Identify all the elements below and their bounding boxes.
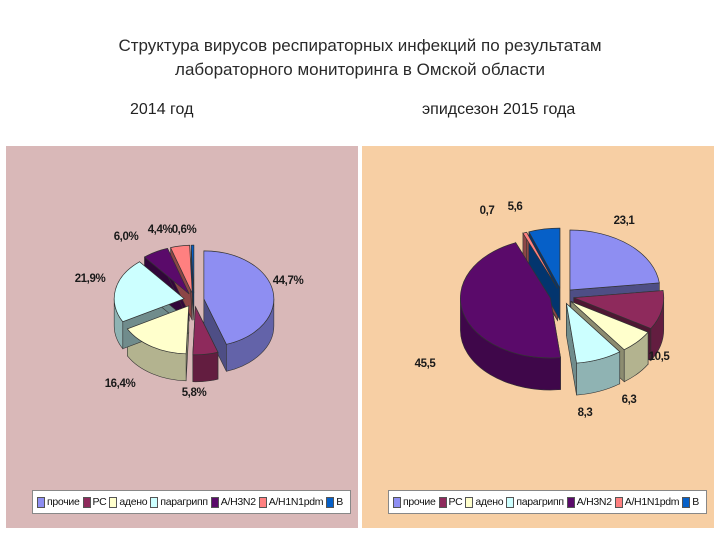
slice-адено <box>126 305 190 355</box>
data-label-прочие: 23,1 <box>614 215 636 227</box>
chart-title-2014: 2014 год <box>130 101 194 118</box>
slice-рс <box>192 305 219 356</box>
legend-swatch <box>258 496 267 508</box>
data-label-а-h1n1pdm: 0,7 <box>480 205 495 217</box>
legend-item-прочие: прочие <box>393 496 436 508</box>
legend-swatch <box>614 496 623 508</box>
legend-item-а-h1n1pdm: А/H1N1pdm <box>258 496 324 508</box>
slice-side-рс <box>192 351 219 383</box>
legend-2015: прочие РС адено парагрипп А/H3N2 А/H1N1pdm В <box>388 490 707 514</box>
slice-прочие <box>203 250 275 345</box>
pie-chart-2015: 23,1 10,5 6,3 8,3 45,5 0,7 5,6 <box>415 201 671 419</box>
legend-2014: прочие РС адено парагрипп А/H3N2 А/H1N1pdm В <box>32 490 351 514</box>
legend-swatch <box>506 496 515 508</box>
legend-swatch <box>465 496 474 508</box>
legend-label: прочие <box>47 496 80 508</box>
legend-label: А/H3N2 <box>576 496 612 508</box>
chart-title-2015: эпидсезон 2015 года <box>422 101 576 118</box>
slice-а-h1n1pdm <box>170 244 193 294</box>
legend-item-а-h3n2: А/H3N2 <box>210 496 256 508</box>
slice-в <box>190 244 195 294</box>
data-label-адено: 6,3 <box>622 394 637 406</box>
slice-рс <box>573 290 665 329</box>
slice-а-h3n2 <box>143 247 190 295</box>
data-label-в: 5,6 <box>508 201 523 213</box>
slice-парагрипп <box>565 302 621 364</box>
legend-label: А/H1N1pdm <box>624 496 680 508</box>
slice-а-h1n1pdm <box>522 231 558 289</box>
legend-item-рс: РС <box>438 496 463 508</box>
chart-panel-2015: 23,1 10,5 6,3 8,3 45,5 0,7 5,6 прочие РС адено па… <box>362 146 714 528</box>
legend-item-а-h3n2: А/H3N2 <box>566 496 612 508</box>
legend-swatch <box>109 496 118 508</box>
legend-label: РС <box>92 496 107 508</box>
legend-swatch <box>326 496 335 508</box>
legend-label: В <box>692 496 699 508</box>
legend-label: А/H3N2 <box>220 496 256 508</box>
legend-item-рс: РС <box>82 496 107 508</box>
data-label-а-h3n2: 45,5 <box>415 358 437 370</box>
data-label-рс: 5,8% <box>182 387 207 399</box>
legend-item-парагрипп: парагрипп <box>150 496 208 508</box>
legend-swatch <box>82 496 91 508</box>
data-label-парагрипп: 21,9% <box>75 273 106 285</box>
legend-item-адено: адено <box>465 496 504 508</box>
legend-label: А/H1N1pdm <box>268 496 324 508</box>
data-label-а-h3n2: 6,0% <box>114 231 139 243</box>
pie-chart-2014: 44,7% 5,8% 16,4% 21,9% 6,0% 4,4% 0,6% <box>75 224 304 399</box>
legend-swatch <box>150 496 159 508</box>
legend-swatch <box>438 496 447 508</box>
legend-item-в: В <box>326 496 343 508</box>
legend-item-а-h1n1pdm: А/H1N1pdm <box>614 496 680 508</box>
slice-прочие <box>569 229 660 291</box>
legend-item-адено: адено <box>109 496 148 508</box>
legend-swatch <box>393 496 401 508</box>
legend-swatch <box>682 496 691 508</box>
legend-label: РС <box>448 496 463 508</box>
data-label-а-h1n1pdm: 4,4% <box>148 224 173 236</box>
data-label-парагрипп: 8,3 <box>578 407 593 419</box>
legend-item-прочие: прочие <box>37 496 80 508</box>
chart-panel-2014: 44,7% 5,8% 16,4% 21,9% 6,0% 4,4% 0,6% прочие РС… <box>6 146 358 528</box>
data-label-прочие: 44,7% <box>273 275 304 287</box>
legend-swatch <box>566 496 575 508</box>
slice-а-h3n2 <box>460 242 561 359</box>
legend-swatch <box>37 496 45 508</box>
title-line-1: Структура вирусов респираторных инфекций… <box>118 36 602 55</box>
legend-label: В <box>336 496 343 508</box>
slide-title: Структура вирусов респираторных инфекций… <box>0 34 720 82</box>
data-label-адено: 16,4% <box>105 378 136 390</box>
legend-item-парагрипп: парагрипп <box>506 496 564 508</box>
legend-label: прочие <box>403 496 436 508</box>
legend-item-в: В <box>682 496 699 508</box>
slice-адено <box>570 301 649 351</box>
data-label-в: 0,6% <box>172 224 197 236</box>
data-label-рс: 10,5 <box>649 351 671 363</box>
title-line-2: лабораторного мониторинга в Омской облас… <box>175 60 545 79</box>
legend-label: парагрипп <box>516 496 564 508</box>
legend-label: адено <box>119 496 148 508</box>
legend-label: адено <box>475 496 504 508</box>
legend-swatch <box>210 496 219 508</box>
slice-в <box>528 227 561 289</box>
slice-парагрипп <box>113 261 185 323</box>
legend-label: парагрипп <box>160 496 208 508</box>
